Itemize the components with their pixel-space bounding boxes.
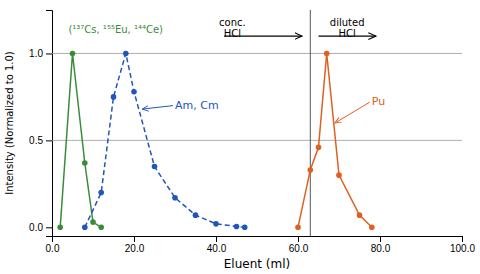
annotation-text-line: (¹³⁷Cs, ¹⁵⁵Eu, ¹⁴⁴Ce) (68, 24, 163, 35)
series-point (57, 225, 63, 231)
annotation-text-line: Am, Cm (175, 99, 219, 112)
x-tick-label: 100.0 (450, 243, 475, 254)
series-point (213, 221, 219, 227)
y-axis-line (46, 11, 53, 237)
y-tick-mark (46, 53, 52, 54)
x-tick-label: 20.0 (125, 243, 145, 254)
x-axis-title: Eluent (ml) (224, 257, 290, 271)
annotation-text-line: HCl (224, 28, 241, 39)
x-tick-label: 0.0 (46, 243, 60, 254)
annotation-text-line: HCl (339, 28, 356, 39)
annotation-arrow (319, 35, 376, 36)
x-tick-label: 40.0 (207, 243, 227, 254)
y-tick-mark (46, 140, 52, 141)
x-tick-mark (380, 236, 381, 242)
series-line (298, 53, 372, 227)
series-point (82, 225, 88, 231)
y-tick-label: 0.0 (29, 222, 43, 233)
annotation-text: Pu (372, 95, 385, 108)
series-point (336, 172, 342, 178)
annotation-arrow (224, 35, 302, 36)
series-point (316, 145, 322, 151)
y-tick-mark (46, 227, 52, 228)
y-axis-title: Intensity (Normalized to 1.0) (4, 51, 15, 195)
series-point (234, 224, 240, 230)
series-line (85, 53, 245, 227)
annotation-text-line: diluted (330, 17, 365, 28)
x-tick: 0.0 (46, 236, 60, 254)
series-point (82, 160, 88, 166)
series-point (131, 89, 137, 95)
y-tick: 1.0 (29, 48, 52, 59)
y-tick: 0.0 (29, 222, 52, 233)
series-point (152, 164, 158, 170)
x-tick-mark (462, 236, 463, 242)
y-tick-label: 1.0 (29, 48, 43, 59)
y-axis: 0.0 0.5 1.0 (29, 11, 52, 237)
series-point (324, 51, 330, 57)
chart: 0.0 20.0 40.0 60.0 80.0 100.0 0.0 0.5 1.0 Eluent … (0, 0, 480, 274)
series-point (369, 225, 375, 231)
x-tick: 20.0 (125, 236, 145, 254)
series-line (60, 53, 101, 227)
x-axis: 0.0 20.0 40.0 60.0 80.0 100.0 (46, 236, 476, 254)
series-point (172, 195, 178, 201)
reference-hline (52, 53, 462, 54)
series-point (123, 51, 129, 57)
y-tick-label: 0.5 (29, 135, 43, 146)
series-point (193, 212, 199, 218)
annotations: (¹³⁷Cs, ¹⁵⁵Eu, ¹⁴⁴Ce)Am, CmPuconc.HCldil… (68, 17, 385, 123)
annotation-text: Am, Cm (175, 99, 219, 112)
annotation-text: (¹³⁷Cs, ¹⁵⁵Eu, ¹⁴⁴Ce) (68, 24, 163, 35)
x-tick: 40.0 (207, 236, 227, 254)
series-point (308, 167, 314, 173)
annotation-arrow (335, 102, 370, 123)
series-point (98, 190, 104, 196)
x-tick-mark (134, 236, 135, 242)
series-point (90, 219, 96, 225)
plot-area (52, 10, 462, 236)
annotation-arrow (142, 106, 173, 109)
y-tick: 0.5 (29, 135, 52, 146)
series-point (242, 225, 248, 231)
series-point (70, 51, 76, 57)
x-tick: 60.0 (289, 236, 309, 254)
x-tick-label: 60.0 (289, 243, 309, 254)
series-point (357, 212, 363, 218)
series-point (295, 225, 301, 231)
x-axis-line (53, 237, 463, 243)
x-tick-label: 80.0 (371, 243, 391, 254)
series-point (98, 225, 104, 231)
annotation-text-line: Pu (372, 95, 385, 108)
x-tick-mark (298, 236, 299, 242)
reference-vline (310, 10, 311, 236)
x-tick: 100.0 (450, 236, 475, 254)
x-tick: 80.0 (371, 236, 391, 254)
annotation-text-line: conc. (219, 17, 246, 28)
series-point (111, 94, 117, 100)
reference-hline (52, 140, 462, 141)
x-tick-mark (216, 236, 217, 242)
